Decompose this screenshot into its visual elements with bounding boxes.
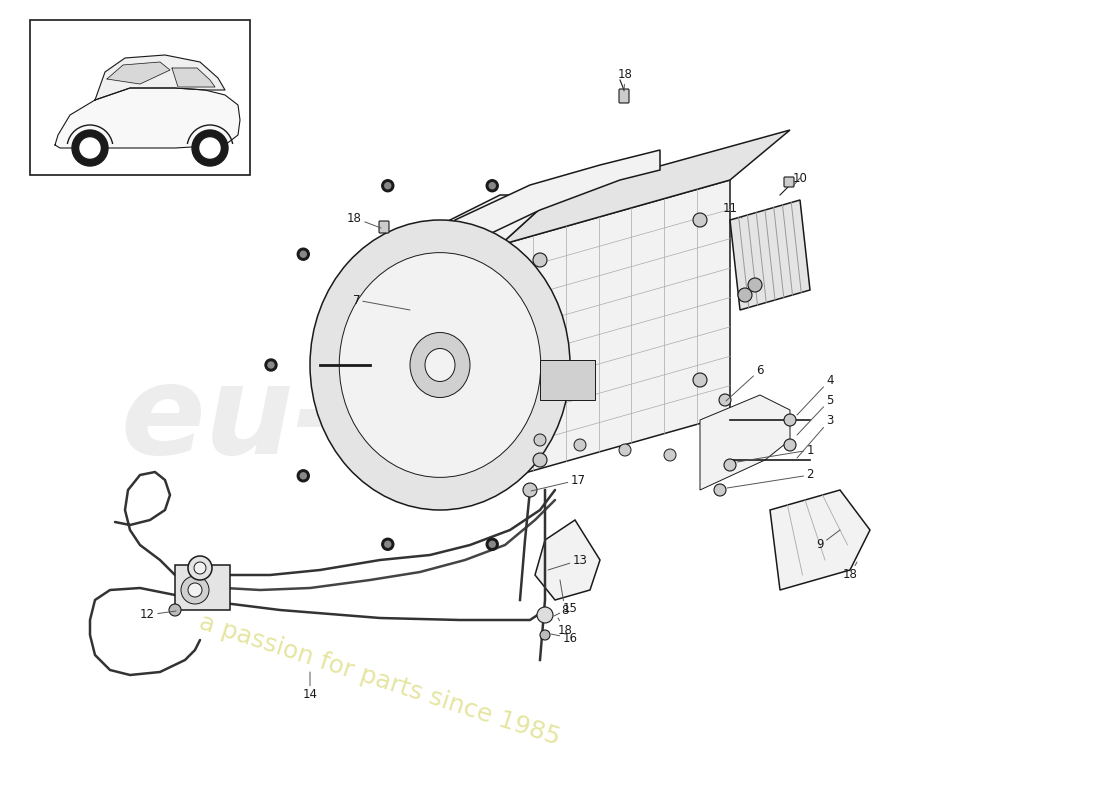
Circle shape — [72, 130, 108, 166]
Text: 4: 4 — [798, 374, 834, 415]
Bar — [540, 360, 595, 400]
Text: 10: 10 — [793, 171, 807, 186]
Circle shape — [385, 182, 390, 189]
Circle shape — [490, 182, 495, 189]
Text: 16: 16 — [551, 631, 578, 645]
Circle shape — [169, 604, 182, 616]
Circle shape — [265, 359, 277, 371]
Circle shape — [748, 278, 762, 292]
Bar — [30, 20, 250, 175]
Polygon shape — [172, 68, 214, 87]
Circle shape — [574, 439, 586, 451]
Bar — [175, 565, 230, 610]
Text: a passion for parts since 1985: a passion for parts since 1985 — [197, 610, 563, 750]
Text: 18: 18 — [843, 562, 857, 582]
Polygon shape — [700, 395, 790, 490]
Text: 18: 18 — [558, 618, 572, 637]
Text: 3: 3 — [798, 414, 834, 458]
Circle shape — [784, 414, 796, 426]
Circle shape — [188, 556, 212, 580]
Ellipse shape — [410, 333, 470, 398]
Circle shape — [719, 394, 732, 406]
FancyBboxPatch shape — [379, 221, 389, 233]
Text: 7: 7 — [352, 294, 410, 310]
Circle shape — [738, 288, 752, 302]
Polygon shape — [107, 62, 170, 84]
Polygon shape — [535, 520, 600, 600]
Circle shape — [200, 138, 220, 158]
Ellipse shape — [310, 220, 570, 510]
Circle shape — [693, 213, 707, 227]
Circle shape — [300, 251, 306, 258]
Text: 13: 13 — [548, 554, 587, 570]
Circle shape — [534, 253, 547, 267]
Circle shape — [192, 130, 228, 166]
Circle shape — [382, 180, 394, 192]
Text: 12: 12 — [140, 609, 176, 622]
Circle shape — [537, 607, 553, 623]
Circle shape — [385, 542, 390, 547]
Polygon shape — [455, 150, 660, 248]
Text: 5: 5 — [798, 394, 834, 435]
Circle shape — [297, 248, 309, 260]
Polygon shape — [500, 130, 790, 245]
Circle shape — [486, 538, 498, 550]
Circle shape — [486, 180, 498, 192]
FancyBboxPatch shape — [619, 89, 629, 103]
Text: 18: 18 — [348, 211, 381, 228]
Circle shape — [693, 373, 707, 387]
Ellipse shape — [182, 576, 209, 604]
Circle shape — [382, 538, 394, 550]
Ellipse shape — [339, 253, 541, 478]
Text: 17: 17 — [531, 474, 585, 491]
Circle shape — [268, 362, 274, 368]
Text: eu-o-s: eu-o-s — [120, 359, 558, 481]
Circle shape — [540, 630, 550, 640]
Circle shape — [80, 138, 100, 158]
Text: 2: 2 — [727, 469, 814, 488]
Circle shape — [784, 439, 796, 451]
Circle shape — [664, 449, 676, 461]
Polygon shape — [400, 195, 556, 280]
Circle shape — [724, 459, 736, 471]
Circle shape — [300, 473, 306, 478]
Circle shape — [534, 453, 547, 467]
Circle shape — [522, 483, 537, 497]
Circle shape — [297, 470, 309, 482]
Text: 9: 9 — [816, 530, 840, 551]
Polygon shape — [770, 490, 870, 590]
Polygon shape — [95, 55, 226, 100]
Circle shape — [619, 444, 631, 456]
FancyBboxPatch shape — [784, 177, 794, 187]
Text: 8: 8 — [560, 580, 569, 617]
Circle shape — [194, 562, 206, 574]
Circle shape — [490, 542, 495, 547]
Text: 6: 6 — [726, 363, 763, 401]
Text: 15: 15 — [554, 602, 578, 616]
Text: 14: 14 — [302, 672, 318, 702]
Text: 1: 1 — [737, 443, 814, 462]
Circle shape — [534, 434, 546, 446]
Polygon shape — [500, 180, 730, 480]
Polygon shape — [730, 200, 810, 310]
Text: 18: 18 — [617, 69, 632, 91]
Ellipse shape — [425, 349, 455, 382]
Polygon shape — [55, 88, 240, 148]
Circle shape — [714, 484, 726, 496]
Text: 11: 11 — [723, 202, 743, 218]
Ellipse shape — [188, 583, 202, 597]
